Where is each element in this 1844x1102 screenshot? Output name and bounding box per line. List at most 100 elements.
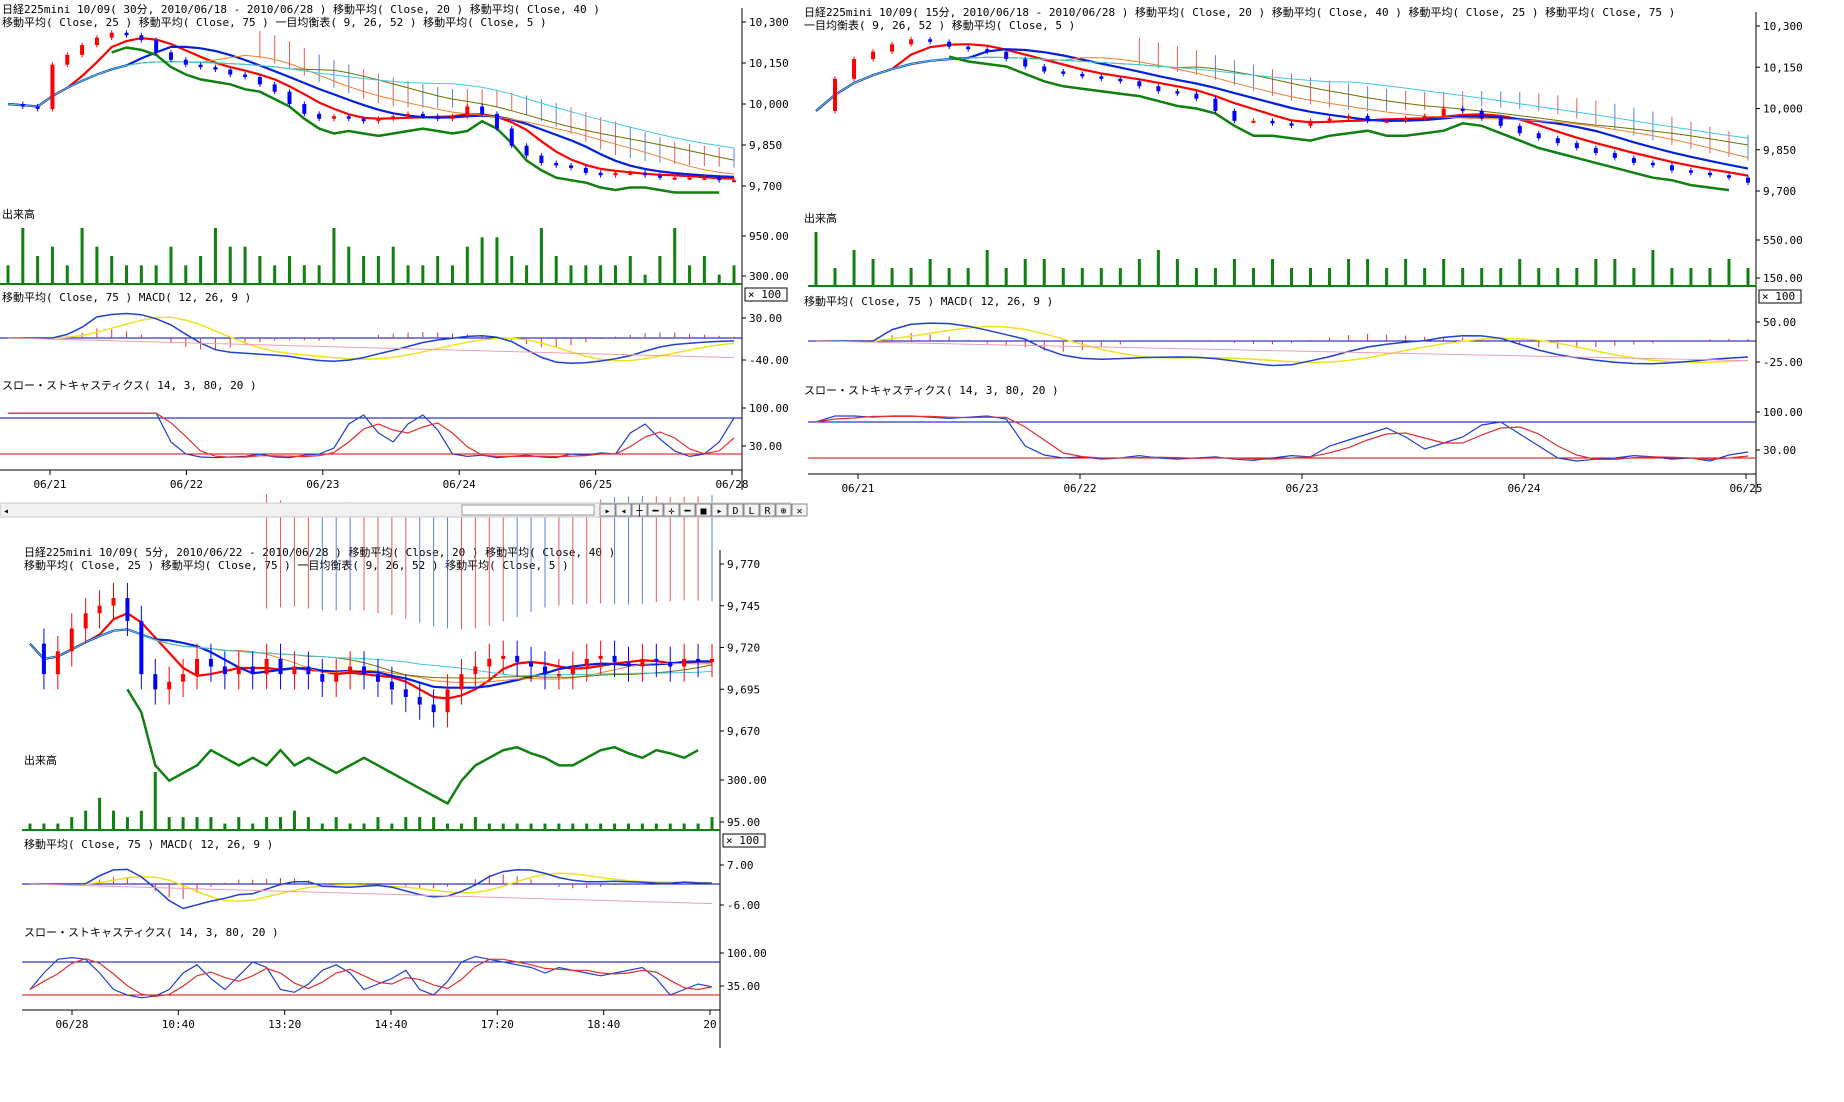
volume-bar [98,797,102,830]
candle-body [1707,172,1712,176]
volume-bar [251,823,255,830]
stoch-tick-label: 100.00 [1763,406,1803,419]
volume-bar [139,265,143,284]
volume-bar [1385,268,1389,286]
candle-body [1365,115,1370,121]
candle-body [406,113,411,117]
stoch-k-line [29,955,713,999]
candle-body [465,106,470,117]
volume-bar [1537,268,1541,286]
chart-30min: 日経225mini 10/09( 30分, 2010/06/18 - 2010/… [0,2,789,491]
macd-label: 移動平均( Close, 75 ) MACD( 12, 26, 9 ) [804,294,1053,308]
candle-body [417,696,422,705]
candle-body [320,674,325,682]
candle-body [306,666,311,675]
volume-bar [599,265,603,284]
candle-body [1194,93,1199,99]
candle-body [640,658,645,667]
volume-bar [525,265,529,284]
candle-body [1156,86,1161,92]
volume-bar [418,817,422,830]
x-tick-label: 06/28 [715,478,748,491]
candle-body [97,605,102,614]
candle-body [250,666,255,675]
volume-bar [199,256,203,284]
volume-bar [480,237,484,284]
x-tick-label: 06/24 [443,478,476,491]
candle-body [487,658,492,667]
price-tick-label: 9,700 [749,180,782,193]
volume-bar [643,274,647,284]
candle-body [264,658,269,675]
volume-bar [585,823,589,830]
volume-bar [406,265,410,284]
volume-bar [362,823,366,830]
x-tick-label: 10:40 [162,1018,195,1031]
candle-body [1175,91,1180,94]
candle-body [278,658,283,675]
candle-body [287,91,292,104]
ma9-line [815,48,1749,170]
volume-bar [688,265,692,284]
macd-line [8,312,735,364]
candle-body [1517,125,1522,134]
toolbar-button [711,503,728,517]
price-tick-label: 9,720 [727,642,760,655]
volume-multiplier: × 100 [1762,290,1795,303]
candle-body [346,116,351,119]
candle-body [1251,120,1256,123]
chart-subtitle: 移動平均( Close, 25 ) 移動平均( Close, 75 ) 一目均衡… [2,15,547,29]
candle-body [125,598,130,621]
toolbar-button [743,503,760,517]
ma75-line [7,61,735,149]
candle-body [431,704,436,713]
candle-body [1137,81,1142,87]
candle-body [668,661,673,667]
volume-bar [347,246,351,284]
candle-body [628,172,633,175]
candle-body [1232,110,1237,121]
candle-body [459,674,464,690]
candle-body [584,658,589,667]
volume-bar [658,256,662,284]
candle-body [833,78,838,111]
toolbar-button-icon: ┼ [635,504,643,517]
volume-bar [487,823,491,830]
candle-body [696,658,701,662]
candle-body [334,674,339,682]
chart-subtitle: 一目均衡表( 9, 26, 52 ) 移動平均( Close, 5 ) [804,18,1075,32]
volume-multiplier-box [722,833,766,848]
stoch-tick-label: 30.00 [1763,444,1796,457]
candle-body [598,172,603,176]
volume-label: 出来高 [2,207,35,221]
volume-label: 出来高 [24,753,57,767]
candle-body [473,666,478,675]
stoch-label: スロー・ストキャスティクス( 14, 3, 80, 20 ) [804,384,1059,397]
candle-body [509,128,514,146]
volume-bar [1575,268,1579,286]
macd-ma75-line [29,883,713,905]
candle-body [50,64,55,109]
volume-multiplier: × 100 [748,288,781,301]
volume-bar [473,817,477,830]
toolbar-button [599,503,616,517]
volume-bar [557,823,561,830]
volume-bar [1270,259,1274,286]
candle-body [1384,120,1389,123]
volume-bar [554,256,558,284]
candle-body [222,666,227,675]
volume-bar [154,265,158,284]
candle-body [542,666,547,675]
candle-body [494,113,499,129]
toolbar-button-icon: ✛ [668,506,674,517]
chart-5min: 日経225mini 10/09( 5分, 2010/06/22 - 2010/0… [22,494,767,1048]
candle-body [389,681,394,690]
scroll-thumb[interactable] [461,504,595,516]
volume-bar [167,817,171,830]
x-tick-label: 06/21 [33,478,66,491]
volume-bar [465,246,469,284]
scroll-left-icon[interactable]: ◂ [3,506,9,517]
candle-body [1536,133,1541,139]
price-tick-label: 10,150 [749,57,789,70]
toolbar-button-icon: D [732,506,738,517]
